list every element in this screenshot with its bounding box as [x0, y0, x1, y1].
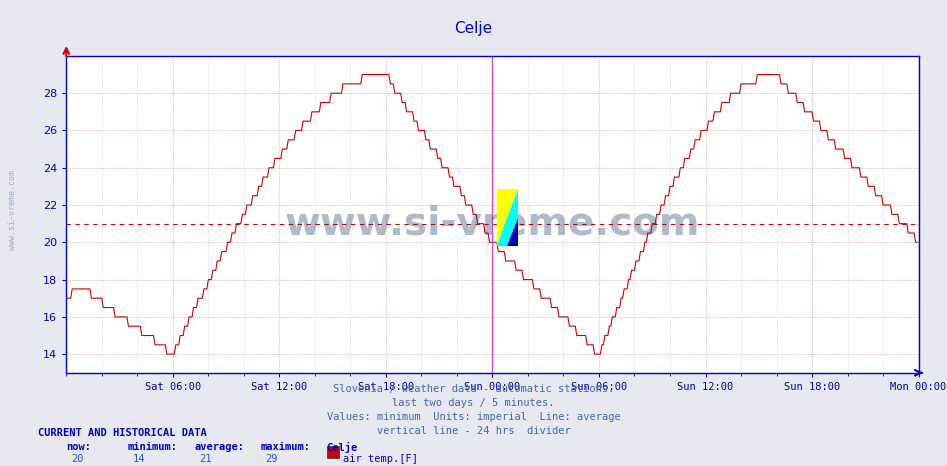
Text: last two days / 5 minutes.: last two days / 5 minutes. — [392, 398, 555, 408]
Text: www.si-vreme.com: www.si-vreme.com — [285, 205, 700, 243]
Text: Values: minimum  Units: imperial  Line: average: Values: minimum Units: imperial Line: av… — [327, 412, 620, 422]
Text: CURRENT AND HISTORICAL DATA: CURRENT AND HISTORICAL DATA — [38, 428, 206, 438]
Text: 20: 20 — [71, 454, 83, 464]
Text: 14: 14 — [133, 454, 145, 464]
Text: now:: now: — [66, 442, 91, 452]
Text: www.si-vreme.com: www.si-vreme.com — [8, 170, 17, 250]
Text: 21: 21 — [199, 454, 211, 464]
Polygon shape — [496, 189, 518, 246]
Text: average:: average: — [194, 442, 244, 452]
Text: vertical line - 24 hrs  divider: vertical line - 24 hrs divider — [377, 426, 570, 436]
Polygon shape — [508, 218, 518, 246]
Text: Celje: Celje — [455, 21, 492, 36]
Text: Slovenia / weather data - automatic stations.: Slovenia / weather data - automatic stat… — [333, 384, 614, 394]
Polygon shape — [496, 189, 518, 246]
Text: minimum:: minimum: — [128, 442, 178, 452]
Text: 29: 29 — [265, 454, 277, 464]
Bar — [327, 446, 339, 458]
Text: Celje: Celje — [327, 442, 358, 453]
Text: maximum:: maximum: — [260, 442, 311, 452]
Text: air temp.[F]: air temp.[F] — [343, 454, 418, 464]
